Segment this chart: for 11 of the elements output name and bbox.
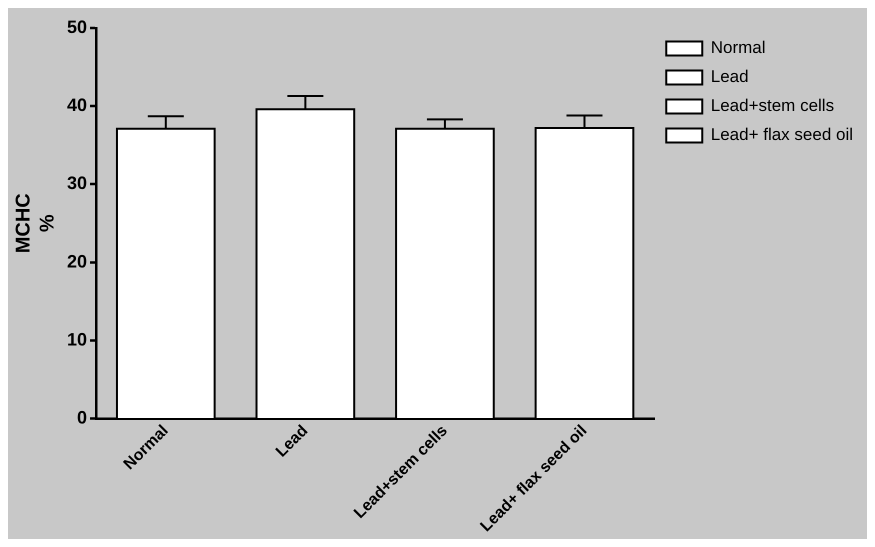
legend-label: Normal <box>710 38 766 58</box>
y-tick-label: 20 <box>66 251 88 272</box>
y-tick-label: 10 <box>66 329 88 350</box>
legend-label: Lead+ flax seed oil <box>710 125 854 144</box>
y-axis-title: MCHC % <box>12 193 59 254</box>
y-tick-label: 50 <box>66 16 88 37</box>
legend-label: Lead+stem cells <box>710 96 834 116</box>
legend-label: Lead <box>710 67 749 86</box>
y-tick-label: 40 <box>66 95 88 116</box>
y-tick-label: 0 <box>77 407 88 428</box>
y-tick-label: 30 <box>66 173 88 194</box>
